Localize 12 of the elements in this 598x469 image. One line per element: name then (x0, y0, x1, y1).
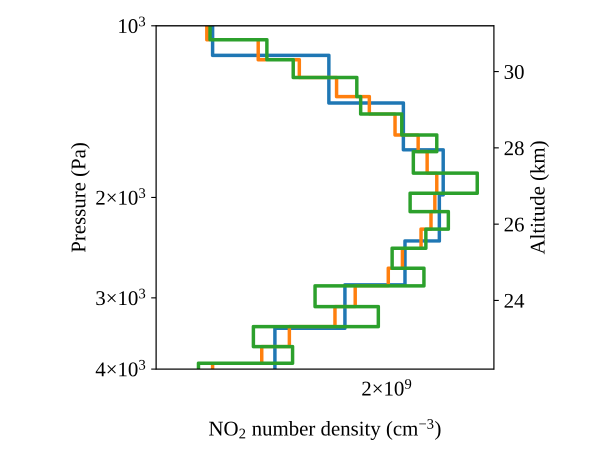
y-tick-label: 4×10$^{3}$ (96, 360, 146, 376)
text: 2×10$^{9}$ (362, 379, 412, 396)
y-axis-title: Pressure (Pa) (70, 143, 90, 252)
y-tick-label: 3×10$^{3}$ (96, 288, 146, 306)
y2-tick-label: 30 (504, 64, 524, 80)
x-axis-title: NO$_{2}$ number density (cm$^{−3}$) (209, 419, 440, 440)
y2-axis-title: Altitude (km) (530, 141, 549, 254)
y2-tick-label: 26 (504, 218, 524, 232)
y2-tick-label: 28 (504, 141, 524, 156)
y-tick-label: 2×10$^{3}$ (96, 188, 146, 205)
y-tick-label: 10$^{3}$ (119, 16, 146, 34)
y2-tick-label: 24 (504, 294, 524, 308)
